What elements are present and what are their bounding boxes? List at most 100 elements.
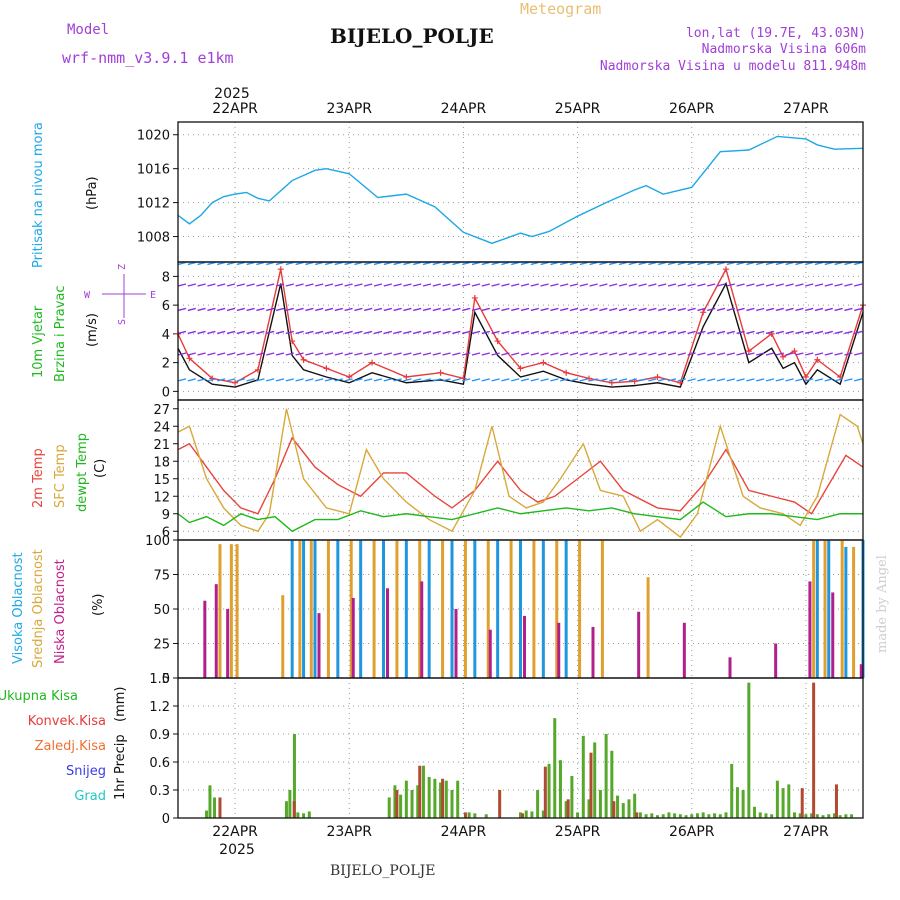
wind-arrow bbox=[844, 283, 853, 287]
bar-total_precip bbox=[832, 813, 836, 818]
wind-arrow bbox=[462, 307, 471, 312]
wind-arrow bbox=[207, 352, 216, 356]
bar-low_cloud bbox=[226, 609, 230, 678]
gust-marker bbox=[437, 369, 444, 376]
wind-arrow bbox=[618, 378, 628, 382]
wind-arrow bbox=[677, 283, 686, 287]
bar-low_cloud bbox=[831, 592, 835, 678]
bar-total_precip bbox=[844, 814, 848, 818]
bar-total_precip bbox=[213, 797, 217, 818]
bar-total_precip bbox=[656, 815, 659, 818]
wind-arrow bbox=[814, 378, 824, 382]
bar-low_cloud bbox=[682, 622, 686, 678]
bar-total_precip bbox=[787, 784, 791, 818]
wind-arrow bbox=[530, 307, 539, 312]
wind-arrow bbox=[736, 261, 745, 266]
bar-conv_precip bbox=[834, 784, 838, 818]
bottom-date-label: 23APR bbox=[326, 824, 372, 840]
wind-arrow bbox=[854, 330, 863, 335]
bar-total_precip bbox=[678, 814, 682, 818]
wind-arrow bbox=[481, 261, 490, 266]
wind-arrow bbox=[579, 307, 588, 312]
wind-arrow bbox=[844, 330, 853, 335]
wind-arrow bbox=[354, 283, 363, 287]
gust-marker bbox=[346, 374, 353, 380]
bar-low_cloud bbox=[454, 609, 458, 678]
wind-arrow bbox=[736, 307, 745, 312]
wind-arrow bbox=[618, 307, 628, 312]
wind-arrow bbox=[589, 261, 598, 266]
wind-arrow bbox=[726, 283, 735, 287]
bar-total_precip bbox=[541, 810, 545, 818]
wind-arrow bbox=[315, 352, 324, 356]
bar-total_precip bbox=[399, 794, 403, 818]
bar-total_precip bbox=[724, 812, 728, 818]
wind-arrow bbox=[795, 261, 804, 266]
bar-low_cloud bbox=[488, 629, 492, 678]
wind-arrow bbox=[344, 378, 353, 382]
ylabel-precip: 1hr Precip bbox=[113, 734, 128, 800]
gust-marker bbox=[323, 365, 330, 372]
wind-arrow bbox=[824, 330, 833, 335]
wind-arrow bbox=[442, 330, 451, 335]
wind-arrow bbox=[765, 378, 775, 382]
wind-arrow bbox=[658, 330, 667, 335]
wind-arrow bbox=[471, 283, 481, 287]
wind-arrow bbox=[667, 378, 677, 382]
wind-arrow bbox=[344, 307, 353, 312]
wind-arrow bbox=[452, 261, 461, 266]
wind-arrow bbox=[344, 330, 353, 335]
top-year-label: 2025 bbox=[214, 86, 250, 102]
wind-arrow bbox=[383, 378, 392, 382]
gust-marker bbox=[802, 374, 809, 380]
wind-arrow bbox=[550, 378, 559, 382]
wind-arrow bbox=[432, 352, 441, 356]
bar-mid_cloud bbox=[646, 577, 650, 678]
bar-total_precip bbox=[292, 734, 296, 818]
bar-high_cloud bbox=[519, 540, 522, 678]
bar-low_cloud bbox=[591, 626, 595, 678]
wind-arrow bbox=[579, 352, 588, 356]
wind-arrow bbox=[707, 330, 716, 335]
bar-total_precip bbox=[827, 814, 831, 818]
wind-arrow bbox=[648, 330, 657, 335]
series-wind_speed bbox=[177, 281, 864, 388]
bar-total_precip bbox=[587, 799, 591, 818]
wind-arrow bbox=[814, 352, 824, 356]
wind-arrow bbox=[413, 352, 422, 356]
wind-arrow bbox=[295, 378, 304, 382]
wind-arrow bbox=[756, 283, 765, 287]
bar-low_cloud bbox=[203, 600, 207, 678]
wind-arrow bbox=[393, 261, 402, 266]
wind-arrow bbox=[560, 307, 569, 312]
wind-arrow bbox=[256, 352, 265, 356]
bar-mid_cloud bbox=[418, 540, 422, 678]
wind-arrow bbox=[226, 283, 236, 287]
wind-arrow bbox=[383, 261, 392, 266]
wind-arrow bbox=[187, 307, 196, 312]
wind-arrow bbox=[295, 283, 304, 287]
wind-arrow bbox=[305, 378, 314, 382]
gust-marker bbox=[517, 365, 524, 372]
ylabel-2m: 2m Temp bbox=[31, 448, 46, 508]
compass-cross bbox=[102, 274, 146, 318]
wind-arrow bbox=[501, 352, 510, 356]
wind-arrow bbox=[707, 261, 716, 266]
wind-arrow bbox=[511, 352, 520, 356]
wind-arrow bbox=[383, 352, 392, 356]
wind-arrow bbox=[481, 378, 490, 382]
gust-marker bbox=[540, 359, 547, 366]
wind-arrow bbox=[324, 307, 334, 312]
ylabel-unit: (%) bbox=[91, 594, 106, 617]
bar-total_precip bbox=[433, 778, 437, 818]
wind-arrow bbox=[726, 307, 735, 312]
bar-mid_cloud bbox=[532, 540, 536, 678]
wind-arrow bbox=[364, 261, 373, 266]
bar-total_precip bbox=[404, 780, 408, 818]
bar-mid_cloud bbox=[372, 540, 376, 678]
bar-total_precip bbox=[735, 787, 739, 818]
ytick-label: 2 bbox=[162, 357, 170, 372]
wind-arrow bbox=[785, 378, 794, 382]
bar-mid_cloud bbox=[235, 544, 239, 678]
wind-arrow bbox=[599, 307, 608, 312]
